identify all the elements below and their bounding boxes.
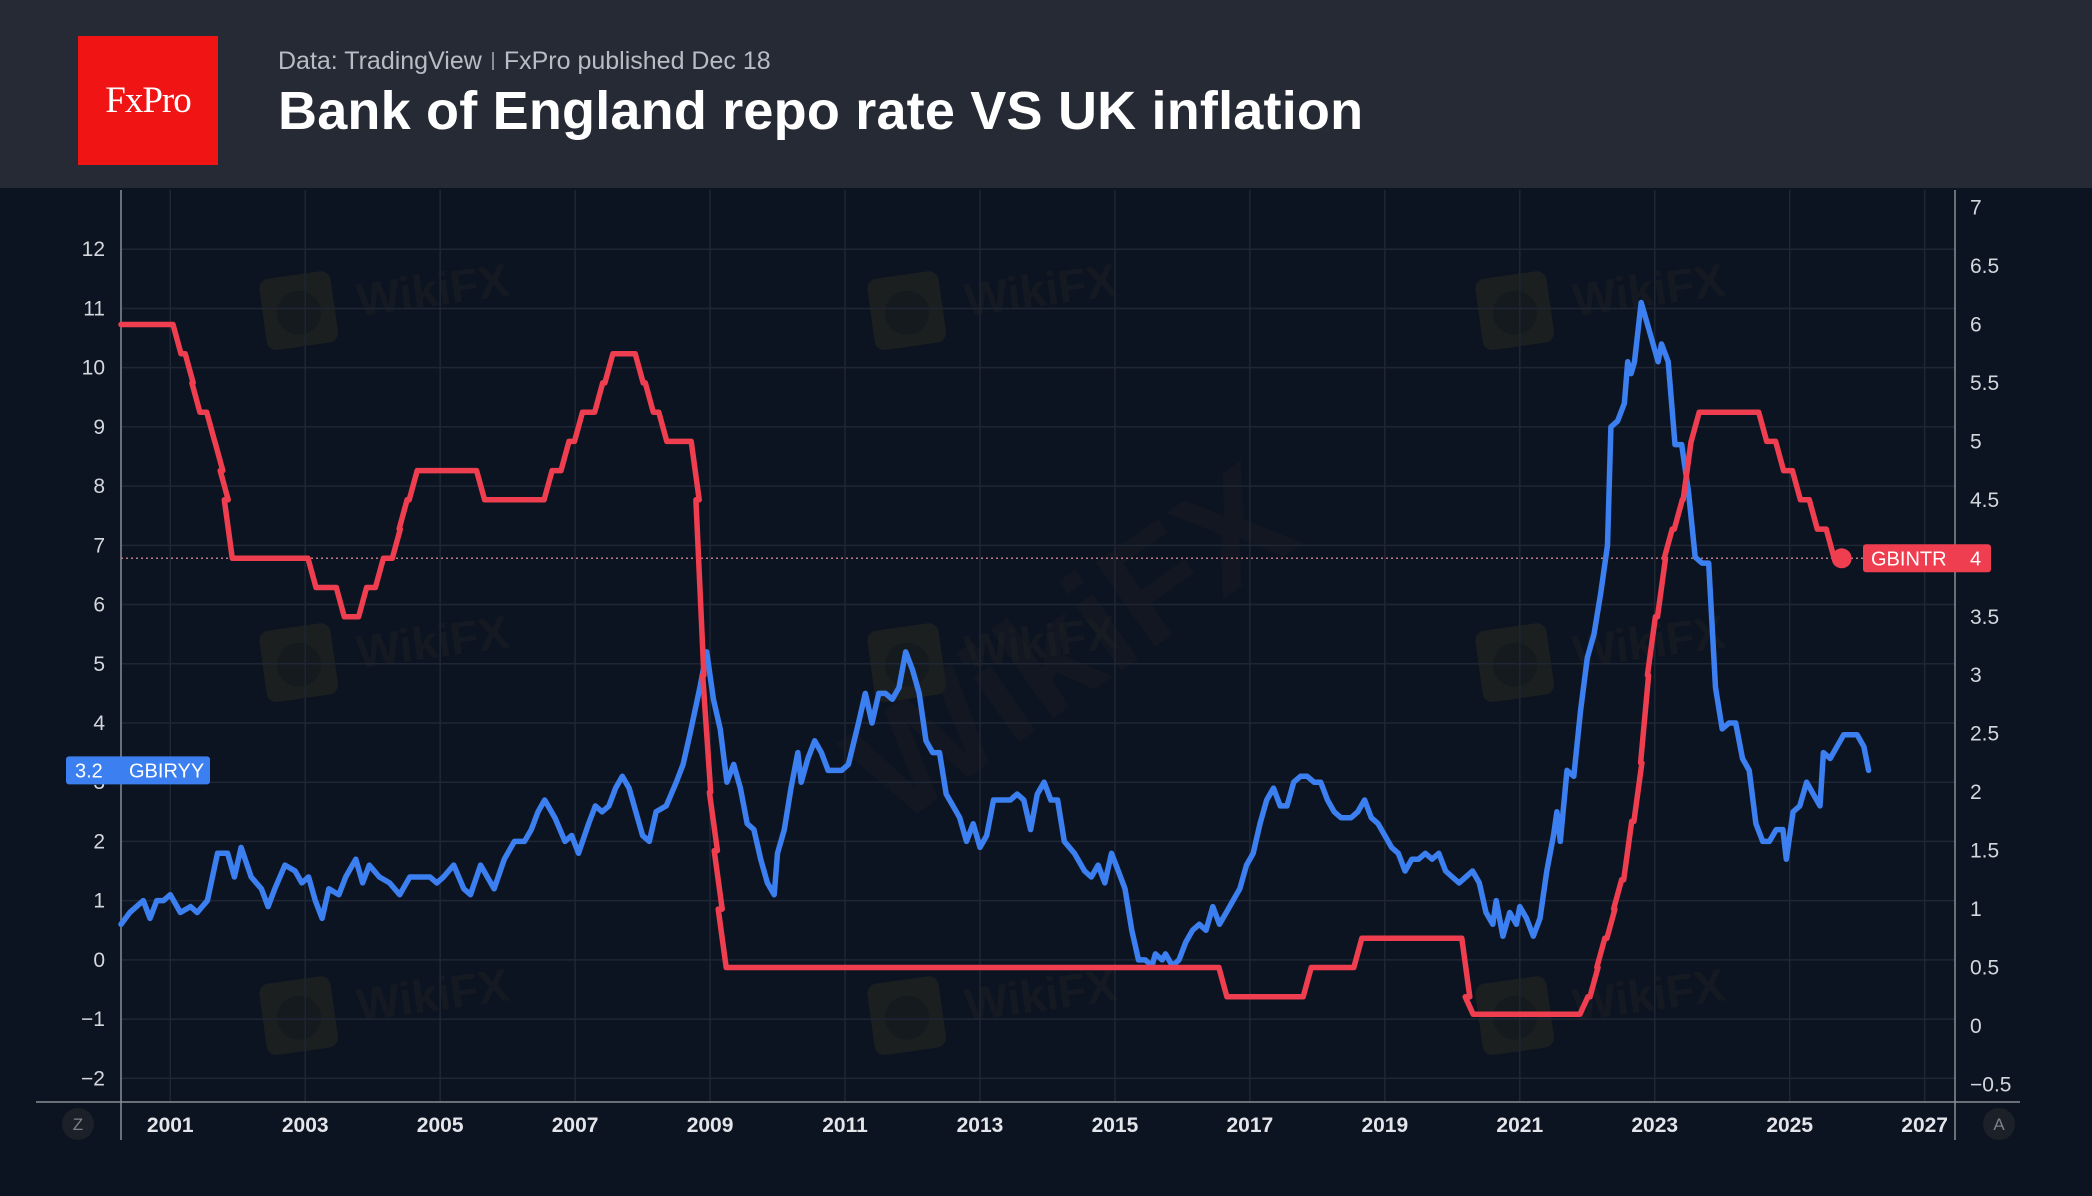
subtitle-separator [491, 52, 494, 70]
right-axis-tick-label: 0.5 [1970, 957, 1999, 980]
chart-title: Bank of England repo rate VS UK inflatio… [278, 81, 1364, 141]
x-axis-tick-label: 2005 [417, 1114, 464, 1137]
right-axis-tick-label: 0 [1970, 1015, 1982, 1038]
gbiryy-badge-name: GBIRYY [129, 760, 204, 782]
x-axis-tick-label: 2021 [1496, 1114, 1543, 1137]
x-axis-tick-label: 2013 [957, 1114, 1004, 1137]
plot-area [118, 299, 1955, 1018]
watermark-logo: WikiFX [1475, 958, 1728, 1056]
a-button-bg[interactable] [1983, 1108, 2015, 1140]
watermark-logo: WikiFX [1475, 605, 1728, 703]
left-axis-tick-label: 2 [93, 830, 105, 853]
watermark-eagle-icon [1492, 290, 1537, 335]
watermark-eagle-icon [276, 995, 321, 1040]
gbiryy-badge-value: 3.2 [75, 760, 103, 782]
publisher-info: FxPro published Dec 18 [503, 47, 771, 75]
series-line-uk-inflation [118, 299, 1872, 969]
left-axis-tick-label: 10 [82, 357, 105, 380]
x-axis-tick-label: 2025 [1766, 1114, 1813, 1137]
left-axis-tick-label: 5 [93, 653, 105, 676]
logo-text: FxPro [105, 80, 191, 121]
watermark-logo: WikiFX [1475, 253, 1728, 351]
auto-scale-a-button[interactable]: A [1983, 1108, 2015, 1140]
series-line-boe-repo-rate [118, 321, 1849, 1018]
x-axis-tick-label: 2019 [1361, 1114, 1408, 1137]
auto-scale-z-button[interactable]: Z [62, 1108, 94, 1140]
gbintr-badge-name: GBINTR [1871, 548, 1947, 570]
gbintr-badge-bg [1863, 544, 1991, 573]
left-axis-tick-label: 9 [93, 416, 105, 439]
z-button-label[interactable]: Z [73, 1115, 83, 1134]
right-axis-tick-label: 2 [1970, 781, 1982, 804]
left-axis-tick-label: 11 [83, 297, 105, 320]
watermark-logo: WikiFX [867, 605, 1120, 703]
fxpro-logo: FxPro [78, 36, 218, 165]
watermark-logo: WikiFX [259, 253, 512, 351]
watermark-text: WikiFX [353, 605, 512, 678]
x-axis-tick-label: 2001 [147, 1114, 194, 1137]
left-axis-tick-label: 1 [93, 890, 105, 913]
right-axis-tick-label: 5.5 [1970, 372, 1999, 395]
right-axis-tick-label: 7 [1970, 197, 1982, 220]
z-button-bg[interactable] [62, 1108, 94, 1140]
left-axis-tick-label: −1 [81, 1008, 105, 1031]
x-axis-tick-label: 2003 [282, 1114, 329, 1137]
right-axis-tick-label: 1 [1970, 898, 1982, 921]
x-axis-tick-label: 2011 [822, 1114, 868, 1137]
a-button-label[interactable]: A [1993, 1115, 2005, 1134]
series-end-marker-boe-repo-rate [1831, 548, 1852, 569]
watermark-logo: WikiFX [259, 605, 512, 703]
watermark-eagle-icon [884, 290, 929, 335]
x-axis-tick-label: 2015 [1092, 1114, 1139, 1137]
watermark-logo: WikiFX [867, 253, 1120, 351]
series-badges: 3.2 GBIRYY GBINTR 4 [66, 544, 1991, 785]
watermark-eagle-icon [276, 642, 321, 687]
right-axis-tick-label: 2.5 [1970, 723, 1999, 746]
right-axis-tick-label: 3.5 [1970, 606, 1999, 629]
gbintr-badge-value: 4 [1970, 548, 1981, 570]
data-source: Data: TradingView [278, 47, 482, 75]
right-axis-tick-label: 6.5 [1970, 255, 1999, 278]
chart-subtitle: Data: TradingView FxPro published Dec 18 [278, 47, 771, 76]
watermark-eagle-icon [884, 995, 929, 1040]
watermark-logo: WikiFX [259, 958, 512, 1056]
right-axis-tick-label: 6 [1970, 313, 1982, 336]
left-axis-tick-label: −2 [81, 1067, 105, 1090]
right-axis-tick-label: −0.5 [1970, 1073, 2011, 1096]
x-axis-tick-label: 2007 [552, 1114, 599, 1137]
x-axis-tick-label: 2027 [1901, 1114, 1948, 1137]
x-axis-tick-label: 2009 [687, 1114, 734, 1137]
x-axis-ticks: 2001 2003 2005 2007 2009 2011 2013 2015 2017 2019… [147, 1114, 1948, 1137]
gbiryy-badge: 3.2 GBIRYY [66, 756, 210, 785]
watermark-text: WikiFX [961, 253, 1120, 326]
gbintr-badge: GBINTR 4 [1863, 544, 1991, 573]
left-axis-tick-label: 7 [93, 534, 105, 557]
left-axis-tick-label: 4 [93, 712, 105, 735]
right-axis-tick-label: 3 [1970, 664, 1982, 687]
chart-header: FxPro Data: TradingView FxPro published D… [0, 0, 2092, 188]
left-axis-tick-label: 6 [93, 594, 105, 617]
watermark-eagle-icon [1492, 642, 1537, 687]
left-axis-tick-label: 8 [93, 475, 105, 498]
right-axis-tick-label: 4.5 [1970, 489, 1999, 512]
right-axis-tick-label: 5 [1970, 430, 1982, 453]
left-axis-tick-label: 0 [93, 949, 105, 972]
gbiryy-badge-bg [66, 756, 210, 785]
watermark-text: WikiFX [353, 253, 512, 326]
watermark-eagle-icon [1492, 995, 1537, 1040]
right-axis-ticks: 7 6.5 6 5.5 5 4.5 4 3.5 3 2.5 2 1.5 1 0.5 0 −0.5 [1970, 197, 2011, 1097]
axes [36, 190, 2020, 1140]
left-axis-ticks: 1211109876543210−1−2 [81, 238, 105, 1090]
watermark-eagle-icon [276, 290, 321, 335]
watermark-text: WikiFX [1569, 253, 1728, 326]
watermark-text: WikiFX [353, 958, 512, 1031]
left-axis-tick-label: 12 [82, 238, 105, 261]
x-axis-tick-label: 2023 [1631, 1114, 1678, 1137]
x-axis-tick-label: 2017 [1227, 1114, 1274, 1137]
watermark-eagle-icon [884, 642, 929, 687]
right-axis-tick-label: 1.5 [1970, 840, 1999, 863]
